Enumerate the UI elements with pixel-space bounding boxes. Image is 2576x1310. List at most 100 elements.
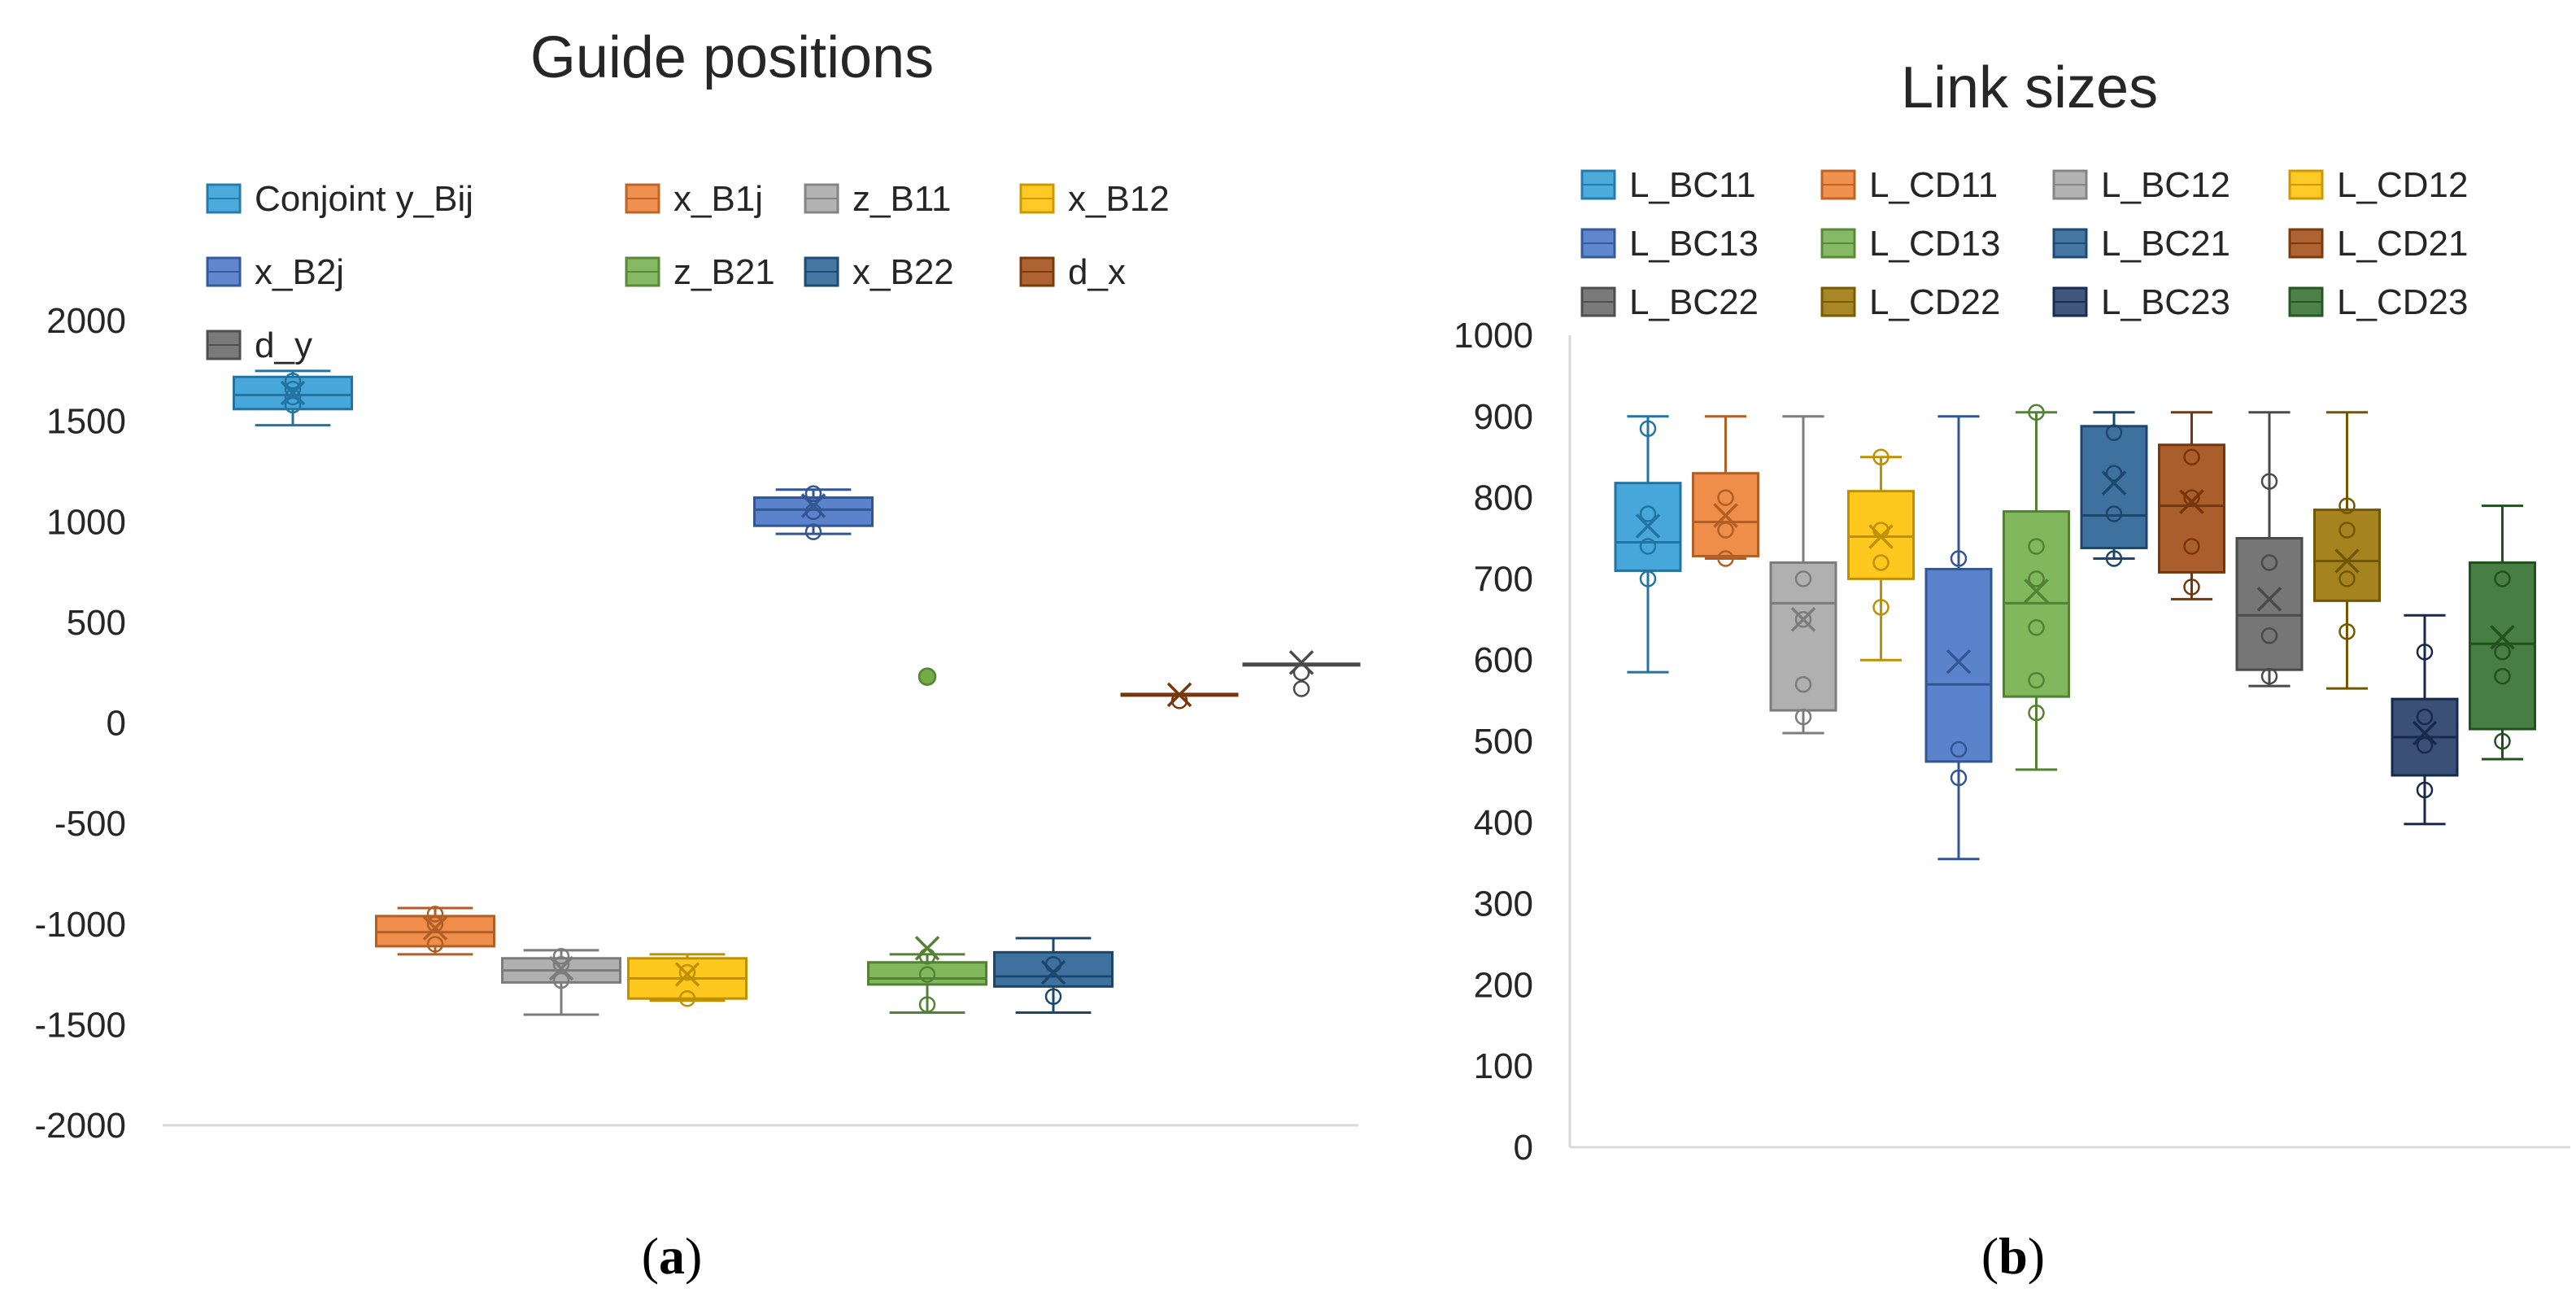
- chart-b-data-point: [2338, 623, 2356, 640]
- caption-b-letter: b: [1998, 1227, 2028, 1285]
- chart-a-data-point: [1292, 664, 1310, 681]
- chart-a-mean-marker: [674, 962, 700, 987]
- chart-b-data-point: [2338, 497, 2356, 514]
- chart-b-y-tick-label: 300: [1474, 884, 1533, 924]
- chart-a-legend-item: z_B11: [804, 179, 952, 219]
- chart-b-data-point: [1639, 420, 1657, 438]
- chart-b-box-L_CD23: [2469, 504, 2536, 761]
- chart-a-y-tick-label: -500: [54, 804, 126, 844]
- chart-a-box-Conjoint y_Bij: [233, 369, 353, 427]
- chart-b-data-point: [1872, 554, 1890, 571]
- chart-a-box-d_x: [1120, 682, 1239, 710]
- chart-b-legend-item: L_CD13: [1820, 224, 2000, 264]
- chart-b-y-tick-label: 100: [1474, 1046, 1533, 1086]
- chart-a-legend-label: x_B22: [852, 252, 954, 292]
- chart-b-box-L_BC23: [2391, 614, 2459, 826]
- chart-b-box-L_CD11: [1692, 415, 1759, 567]
- chart-b-plot-area: [1614, 404, 2536, 861]
- chart-b-data-point: [2028, 538, 2045, 555]
- chart-b-mean-marker: [2179, 489, 2204, 514]
- chart-a-data-point: [284, 372, 302, 390]
- chart-b-y-tick-label: 900: [1474, 397, 1533, 437]
- chart-b-box-L_BC12: [1769, 415, 1837, 735]
- chart-b-legend-item: L_BC11: [1580, 165, 1756, 205]
- chart-b-data-point: [1950, 769, 1968, 787]
- chart-b-y-tick-label: 200: [1474, 965, 1533, 1005]
- chart-a-y-tick-label: 1500: [46, 402, 126, 442]
- chart-b-box-L_BC21: [2080, 411, 2148, 567]
- chart-b-legend-label: L_BC22: [1629, 282, 1759, 322]
- chart-b-data-point: [1717, 522, 1734, 539]
- chart-a-legend-item: x_B1j: [625, 179, 763, 219]
- chart-b-data-point: [2338, 522, 2356, 539]
- caption-b: (b): [1981, 1227, 2045, 1285]
- chart-a-legend-item: Conjoint y_Bij: [206, 179, 473, 219]
- chart-b-mean-marker: [1790, 607, 1816, 632]
- chart-b-box-rect: [2469, 561, 2536, 731]
- chart-b-box-L_BC13: [1924, 415, 1993, 861]
- chart-b-mean-marker: [2412, 720, 2438, 746]
- chart-b-box-rect: [2235, 537, 2304, 671]
- chart-a-data-point: [678, 989, 696, 1007]
- chart-b-mean-marker: [2334, 548, 2360, 574]
- chart-b-data-point: [2416, 736, 2434, 754]
- chart-a-data-point: [678, 963, 696, 981]
- chart-b-data-point: [2028, 619, 2045, 636]
- chart-b-mean-marker: [2101, 470, 2127, 496]
- chart-a-data-point: [284, 396, 302, 414]
- chart-b-data-point: [1639, 570, 1657, 587]
- chart-b-box-rect: [2158, 443, 2225, 574]
- chart-a-mean-marker: [422, 915, 448, 941]
- chart-b-box-L_CD13: [2003, 404, 2070, 771]
- chart-b-data-point: [2183, 538, 2200, 555]
- chart-b-data-point: [2260, 627, 2278, 644]
- chart-a-y-tick-label: 0: [107, 704, 126, 744]
- chart-a-data-point: [552, 948, 570, 965]
- chart-a-outlier-point: [918, 667, 937, 686]
- chart-b-legend-label: L_CD22: [1869, 282, 2000, 322]
- chart-b-mean-marker: [1635, 513, 1661, 539]
- chart-b-legend-label: L_CD13: [1869, 224, 2000, 264]
- chart-b-legend-item: L_BC13: [1580, 224, 1759, 264]
- chart-b-y-tick-label: 1000: [1454, 316, 1533, 356]
- chart-b-box-L_BC22: [2235, 411, 2304, 688]
- chart-a-data-point: [552, 955, 570, 973]
- chart-a-legend-label: x_B12: [1068, 179, 1170, 219]
- chart-b-y-tick-label: 500: [1474, 722, 1533, 762]
- chart-b-mean-marker: [1868, 524, 1894, 549]
- chart-b-mean-marker: [2490, 625, 2515, 650]
- chart-b-data-point: [2105, 505, 2123, 522]
- chart-a-box-x_B12: [627, 953, 748, 1007]
- chart-b-data-point: [2416, 708, 2434, 726]
- chart-b-data-point: [2338, 570, 2356, 587]
- chart-b-y-tick-label: 700: [1474, 559, 1533, 599]
- chart-b-box-rect: [1924, 567, 1993, 763]
- chart-b-data-point: [1872, 599, 1890, 616]
- chart-b-data-point: [2260, 554, 2278, 571]
- chart-b-data-point: [2416, 643, 2434, 661]
- chart-a-data-point: [284, 380, 302, 398]
- chart-a-data-point: [284, 388, 302, 406]
- chart-b-y-tick-label: 600: [1474, 640, 1533, 680]
- chart-b-data-point: [2494, 643, 2511, 661]
- chart-a-data-point: [426, 906, 444, 923]
- chart-b-data-point: [2494, 732, 2511, 750]
- chart-a-legend-label: d_y: [255, 325, 312, 365]
- chart-b-title: Link sizes: [1901, 55, 2158, 120]
- chart-b-mean-marker: [1946, 648, 1972, 675]
- chart-b-data-point: [2260, 667, 2278, 685]
- chart-a-legend-item: x_B12: [1019, 179, 1170, 219]
- chart-a-mean-marker: [1166, 682, 1192, 708]
- chart-b-data-point: [1717, 489, 1734, 506]
- chart-a-legend-label: Conjoint y_Bij: [255, 179, 473, 219]
- chart-a-data-point: [426, 936, 444, 953]
- chart-a-title: Guide positions: [530, 25, 934, 90]
- chart-b-mean-marker: [2024, 579, 2049, 604]
- chart-b-data-point: [2028, 671, 2045, 689]
- chart-a-legend-label: z_B11: [852, 179, 952, 219]
- chart-b-data-point: [1794, 675, 1812, 693]
- chart-b-legend-item: L_CD12: [2288, 165, 2468, 205]
- chart-a-y-tick-label: -1500: [34, 1005, 126, 1045]
